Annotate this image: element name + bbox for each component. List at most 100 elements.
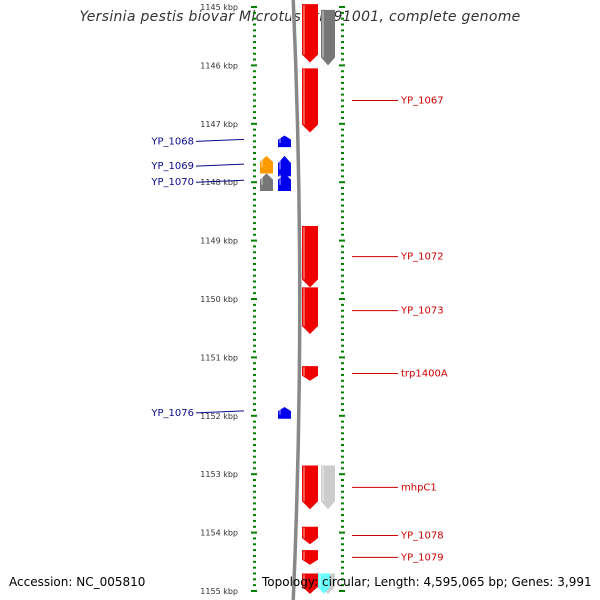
gene-label[interactable]: trp1400A <box>401 368 448 379</box>
gene-YP_1076[interactable] <box>278 407 291 419</box>
gene-YP_1067[interactable] <box>302 68 318 133</box>
left-ruler-tick <box>253 362 256 365</box>
gene-YP_1072[interactable] <box>302 226 318 288</box>
gene-YP_1079[interactable] <box>302 550 318 565</box>
gene-label[interactable]: YP_1068 <box>150 136 194 147</box>
right-ruler-tick <box>341 262 344 265</box>
left-ruler-tick <box>253 227 256 230</box>
left-ruler-tick <box>253 93 256 96</box>
right-ruler-tick <box>341 391 344 394</box>
right-ruler-tick <box>341 379 344 382</box>
gene-mhpC1[interactable] <box>302 465 318 510</box>
right-ruler-tick <box>341 87 344 90</box>
gene-label[interactable]: YP_1069 <box>150 161 194 172</box>
gene-label[interactable]: mhpC1 <box>401 482 437 493</box>
gene-shading <box>279 174 281 185</box>
left-ruler-tick <box>253 420 256 423</box>
right-ruler-tick <box>341 163 344 166</box>
left-ruler-tick <box>253 321 256 324</box>
gene-label[interactable]: YP_1070 <box>150 177 194 188</box>
gene-label[interactable]: YP_1067 <box>400 95 444 106</box>
right-ruler-tick <box>341 508 344 511</box>
gene-shading <box>303 227 305 280</box>
gene-shading <box>279 408 281 415</box>
right-ruler-tick <box>339 239 345 242</box>
right-ruler-tick <box>341 210 344 213</box>
left-ruler-tick <box>253 134 256 137</box>
left-ruler-tick <box>253 350 256 353</box>
right-ruler-tick <box>341 455 344 458</box>
left-ruler-tick <box>253 286 256 289</box>
axis-tick-label: 1152 kbp <box>200 412 238 421</box>
gene-label[interactable]: YP_1079 <box>400 552 444 563</box>
right-ruler-tick <box>341 578 344 581</box>
gene-shading <box>303 466 305 502</box>
gene-YP_1078[interactable] <box>302 526 318 545</box>
gene-feature[interactable] <box>302 573 318 594</box>
gene-feature[interactable] <box>260 173 273 191</box>
right-ruler-tick <box>341 403 344 406</box>
right-ruler-tick <box>341 484 344 487</box>
right-ruler-tick <box>341 292 344 295</box>
right-ruler-tick <box>341 111 344 114</box>
gene-feature[interactable] <box>318 573 330 594</box>
right-ruler-tick <box>341 397 344 400</box>
right-ruler-tick <box>341 11 344 14</box>
left-ruler-tick <box>253 385 256 388</box>
gene-label-leader <box>195 138 245 142</box>
left-ruler-tick <box>253 408 256 411</box>
right-ruler-tick <box>341 76 344 79</box>
gene-shading <box>279 156 281 170</box>
left-ruler-tick <box>253 146 256 149</box>
gene-shading <box>261 174 263 185</box>
left-ruler-tick <box>253 508 256 511</box>
right-ruler-tick <box>341 134 344 137</box>
left-ruler-tick <box>253 251 256 254</box>
right-ruler-tick <box>341 490 344 493</box>
left-ruler-tick <box>253 210 256 213</box>
gene-YP_1070[interactable] <box>278 173 291 191</box>
right-ruler-tick <box>339 414 345 417</box>
gene-trp1400A[interactable] <box>302 366 318 381</box>
gene-YP_1073[interactable] <box>302 287 318 335</box>
right-ruler-tick <box>341 385 344 388</box>
left-ruler-tick <box>253 543 256 546</box>
left-ruler-tick <box>253 111 256 114</box>
right-ruler-tick <box>341 251 344 254</box>
gene-YP_1068[interactable] <box>278 135 291 148</box>
gene-feature[interactable] <box>321 9 335 66</box>
left-ruler-tick <box>253 315 256 318</box>
gene-YP_1069[interactable] <box>278 155 291 177</box>
gene-shading <box>303 69 305 125</box>
gene-feature[interactable] <box>321 465 335 510</box>
gene-label[interactable]: YP_1073 <box>400 306 444 317</box>
right-ruler-tick <box>341 373 344 376</box>
gene-feature[interactable] <box>302 4 318 63</box>
right-ruler-tick <box>341 216 344 219</box>
gene-label[interactable]: YP_1072 <box>400 252 444 263</box>
left-ruler-tick <box>253 233 256 236</box>
left-ruler-tick <box>253 116 256 119</box>
left-ruler-tick <box>253 29 256 32</box>
left-ruler-tick <box>253 368 256 371</box>
gene-label[interactable]: YP_1076 <box>150 408 194 419</box>
axis-tick-label: 1148 kbp <box>200 178 238 187</box>
left-ruler-tick <box>253 187 256 190</box>
gene-label[interactable]: YP_1078 <box>400 531 444 542</box>
gene-shading <box>303 574 305 587</box>
right-ruler-tick <box>341 502 344 505</box>
right-ruler-tick <box>341 496 344 499</box>
gene-feature[interactable] <box>260 155 273 174</box>
right-ruler-tick <box>341 46 344 49</box>
right-ruler-tick <box>341 233 344 236</box>
left-ruler-tick <box>253 479 256 482</box>
left-ruler-tick <box>251 6 257 8</box>
left-ruler-tick <box>253 52 256 55</box>
right-ruler-tick <box>341 549 344 552</box>
genome-backbone-highlight <box>290 0 298 600</box>
right-ruler-tick <box>341 245 344 248</box>
right-ruler-tick <box>341 438 344 441</box>
right-ruler-tick <box>341 303 344 306</box>
right-ruler-tick <box>341 99 344 102</box>
genes-layer <box>260 4 335 594</box>
